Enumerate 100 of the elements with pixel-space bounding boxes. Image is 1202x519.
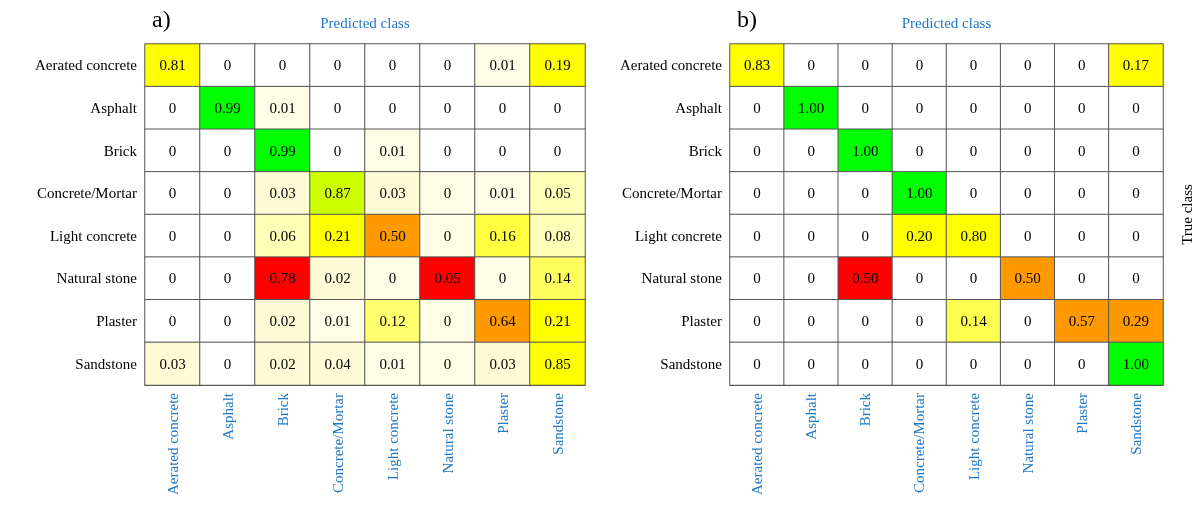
data-label: 0: [168, 142, 177, 159]
x-tick-label: Light concrete: [965, 392, 982, 481]
x-tick-label: Plaster: [494, 393, 511, 434]
data-label: 0.01: [489, 57, 516, 74]
data-label: 0: [388, 270, 397, 287]
y-tick-label: Light concrete: [49, 227, 138, 244]
y-tick-label: Concrete/Mortar: [622, 185, 722, 202]
data-label: 0: [443, 99, 452, 116]
data-label: 0: [1078, 270, 1086, 287]
data-label: 0: [1023, 99, 1032, 116]
data-label: 0: [1078, 227, 1086, 244]
data-label: 0: [498, 99, 507, 116]
data-label: 0.16: [489, 227, 517, 244]
data-label: 0.87: [324, 185, 352, 202]
x-tick-label: Brick: [274, 392, 291, 427]
data-label: 0: [753, 142, 761, 159]
data-label: 0: [969, 99, 978, 116]
data-label: 0: [969, 270, 978, 287]
data-label: 0: [753, 313, 761, 330]
data-label: 0: [807, 270, 815, 287]
data-label: 0.57: [1068, 313, 1096, 330]
data-label: 0: [861, 185, 870, 202]
data-label: 0.21: [544, 313, 571, 330]
y-tick-label: Plaster: [96, 313, 137, 330]
data-label: 0: [861, 57, 870, 74]
data-label: 0.78: [269, 270, 296, 287]
data-label: 0.03: [489, 355, 516, 372]
data-label: 0: [969, 142, 978, 159]
data-label: 0: [223, 227, 232, 244]
x-tick-label: Natural stone: [1019, 392, 1036, 474]
data-label: 0.99: [214, 99, 241, 116]
x-tick-label: Asphalt: [803, 392, 820, 440]
data-label: 0: [1132, 142, 1140, 159]
chart-title: a): [152, 6, 171, 32]
data-label: 0: [1023, 313, 1032, 330]
data-label: 0: [807, 313, 815, 330]
data-label: 0: [753, 270, 761, 287]
data-label: 0.02: [269, 355, 296, 372]
data-label: 0: [1078, 355, 1086, 372]
data-label: 0.03: [269, 185, 296, 202]
data-label: 0: [753, 185, 761, 202]
data-label: 0: [333, 142, 342, 159]
data-label: 0: [915, 313, 924, 330]
y-tick-label: Concrete/Mortar: [37, 185, 137, 202]
y-tick-label: Asphalt: [90, 99, 138, 116]
data-label: 0: [969, 185, 978, 202]
data-label: 0: [807, 142, 815, 159]
data-label: 0: [388, 57, 397, 74]
data-label: 0: [168, 313, 177, 330]
data-label: 0: [1132, 185, 1140, 202]
data-label: 0: [278, 57, 287, 74]
data-label: 0: [915, 355, 924, 372]
data-label: 0: [1078, 57, 1086, 74]
data-label: 0: [443, 313, 452, 330]
data-label: 0: [443, 355, 452, 372]
data-label: 0: [223, 270, 232, 287]
x-tick-label: Natural stone: [439, 392, 456, 474]
x-tick-label: Concrete/Mortar: [911, 393, 928, 493]
data-label: 0: [168, 270, 177, 287]
data-label: 0.02: [269, 313, 296, 330]
data-label: 0: [915, 142, 924, 159]
data-label: 0.01: [379, 355, 406, 372]
data-label: 0.01: [489, 185, 516, 202]
data-label: 0: [223, 142, 232, 159]
data-label: 0.08: [544, 227, 571, 244]
x-axis-title: Predicted class: [901, 14, 992, 31]
data-label: 0.85: [544, 355, 571, 372]
data-label: 0.06: [269, 227, 297, 244]
x-tick-label: Brick: [857, 392, 874, 427]
data-label: 0: [223, 355, 232, 372]
data-label: 0: [443, 57, 452, 74]
data-label: 0: [1132, 270, 1140, 287]
data-label: 0: [1023, 227, 1032, 244]
y-tick-label: Sandstone: [75, 355, 138, 372]
x-tick-label: Light concrete: [384, 392, 401, 481]
data-label: 0: [753, 227, 761, 244]
data-label: 0.12: [379, 313, 406, 330]
data-label: 0: [553, 99, 562, 116]
data-label: 0: [443, 142, 452, 159]
data-label: 1.00: [798, 99, 825, 116]
data-label: 0: [223, 57, 232, 74]
data-label: 0: [168, 227, 177, 244]
data-label: 0: [1078, 99, 1086, 116]
y-tick-label: Brick: [688, 142, 723, 159]
data-label: 0: [861, 313, 870, 330]
data-label: 0: [333, 99, 342, 116]
data-label: 0.03: [159, 355, 186, 372]
y-tick-label: Plaster: [681, 313, 722, 330]
y-tick-label: Aerated concrete: [619, 57, 723, 74]
data-label: 0.29: [1122, 313, 1150, 330]
data-label: 1.00: [1122, 355, 1150, 372]
data-label: 0.14: [960, 313, 988, 330]
data-label: 0.01: [269, 99, 296, 116]
y-tick-label: Aerated concrete: [34, 57, 138, 74]
data-label: 0.20: [906, 227, 933, 244]
data-label: 0.03: [379, 185, 406, 202]
data-label: 0: [861, 227, 870, 244]
data-label: 0.04: [324, 355, 352, 372]
data-label: 0: [1023, 355, 1032, 372]
x-tick-label: Concrete/Mortar: [329, 393, 346, 493]
